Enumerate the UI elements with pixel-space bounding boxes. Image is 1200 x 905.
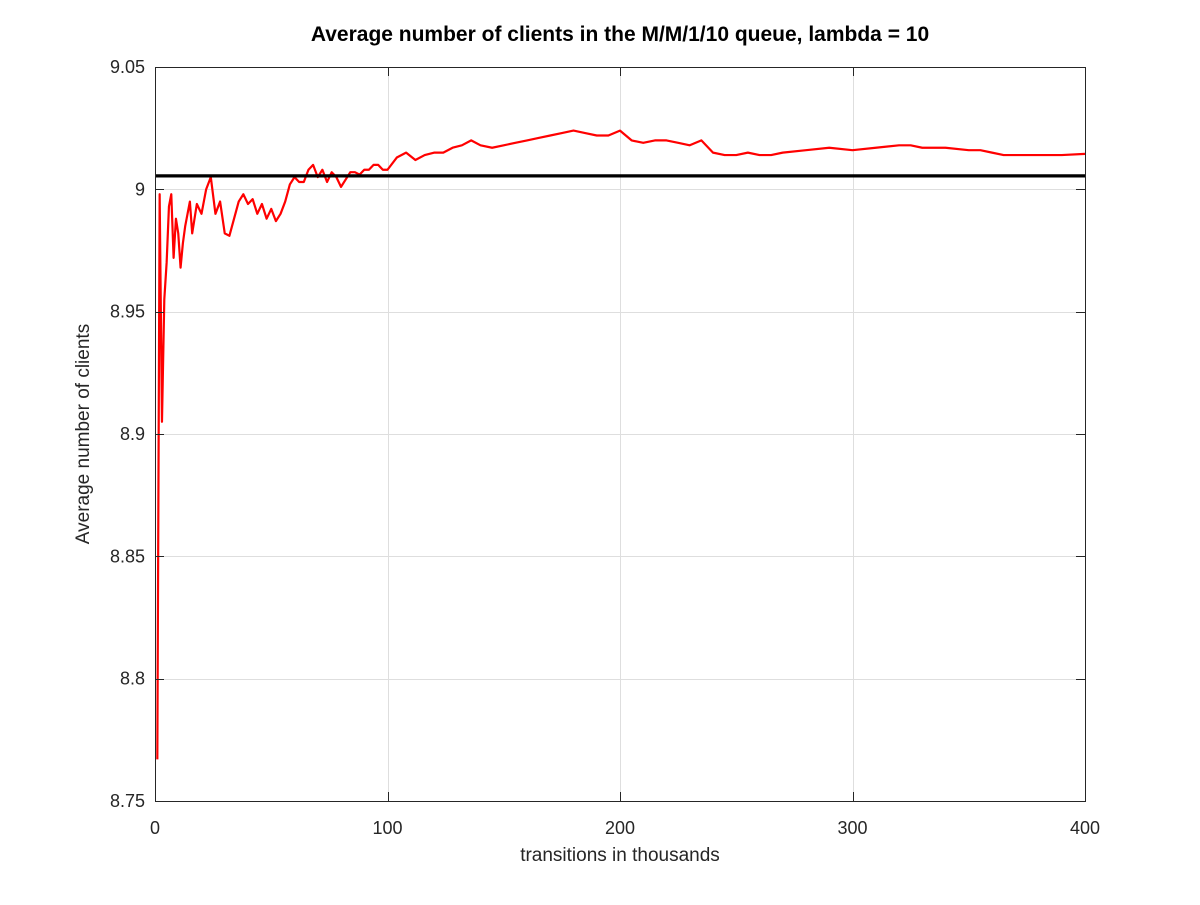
y-axis-label: Average number of clients <box>73 324 94 544</box>
x-tick-label: 100 <box>372 818 402 838</box>
y-tick-label: 9 <box>135 179 145 199</box>
y-tick-label: 8.95 <box>110 302 145 322</box>
x-axis-label: transitions in thousands <box>520 845 720 866</box>
y-tick-label: 8.8 <box>120 669 145 689</box>
y-tick-label: 8.9 <box>120 424 145 444</box>
tick-layer: 0 100 200 300 400 8.75 8.8 8.85 8.9 8.95 9 9.05 <box>110 57 1100 838</box>
y-tick-label: 8.75 <box>110 791 145 811</box>
chart-title: Average number of clients in the M/M/1/1… <box>311 23 929 46</box>
x-tick-label: 400 <box>1070 818 1100 838</box>
x-tick-label: 300 <box>837 818 867 838</box>
x-tick-label: 200 <box>605 818 635 838</box>
y-tick-label: 8.85 <box>110 546 145 566</box>
x-tick-label: 0 <box>150 818 160 838</box>
y-tick-label: 9.05 <box>110 57 145 77</box>
series-line-simulated-average <box>156 129 1086 760</box>
series-layer <box>155 129 1086 760</box>
